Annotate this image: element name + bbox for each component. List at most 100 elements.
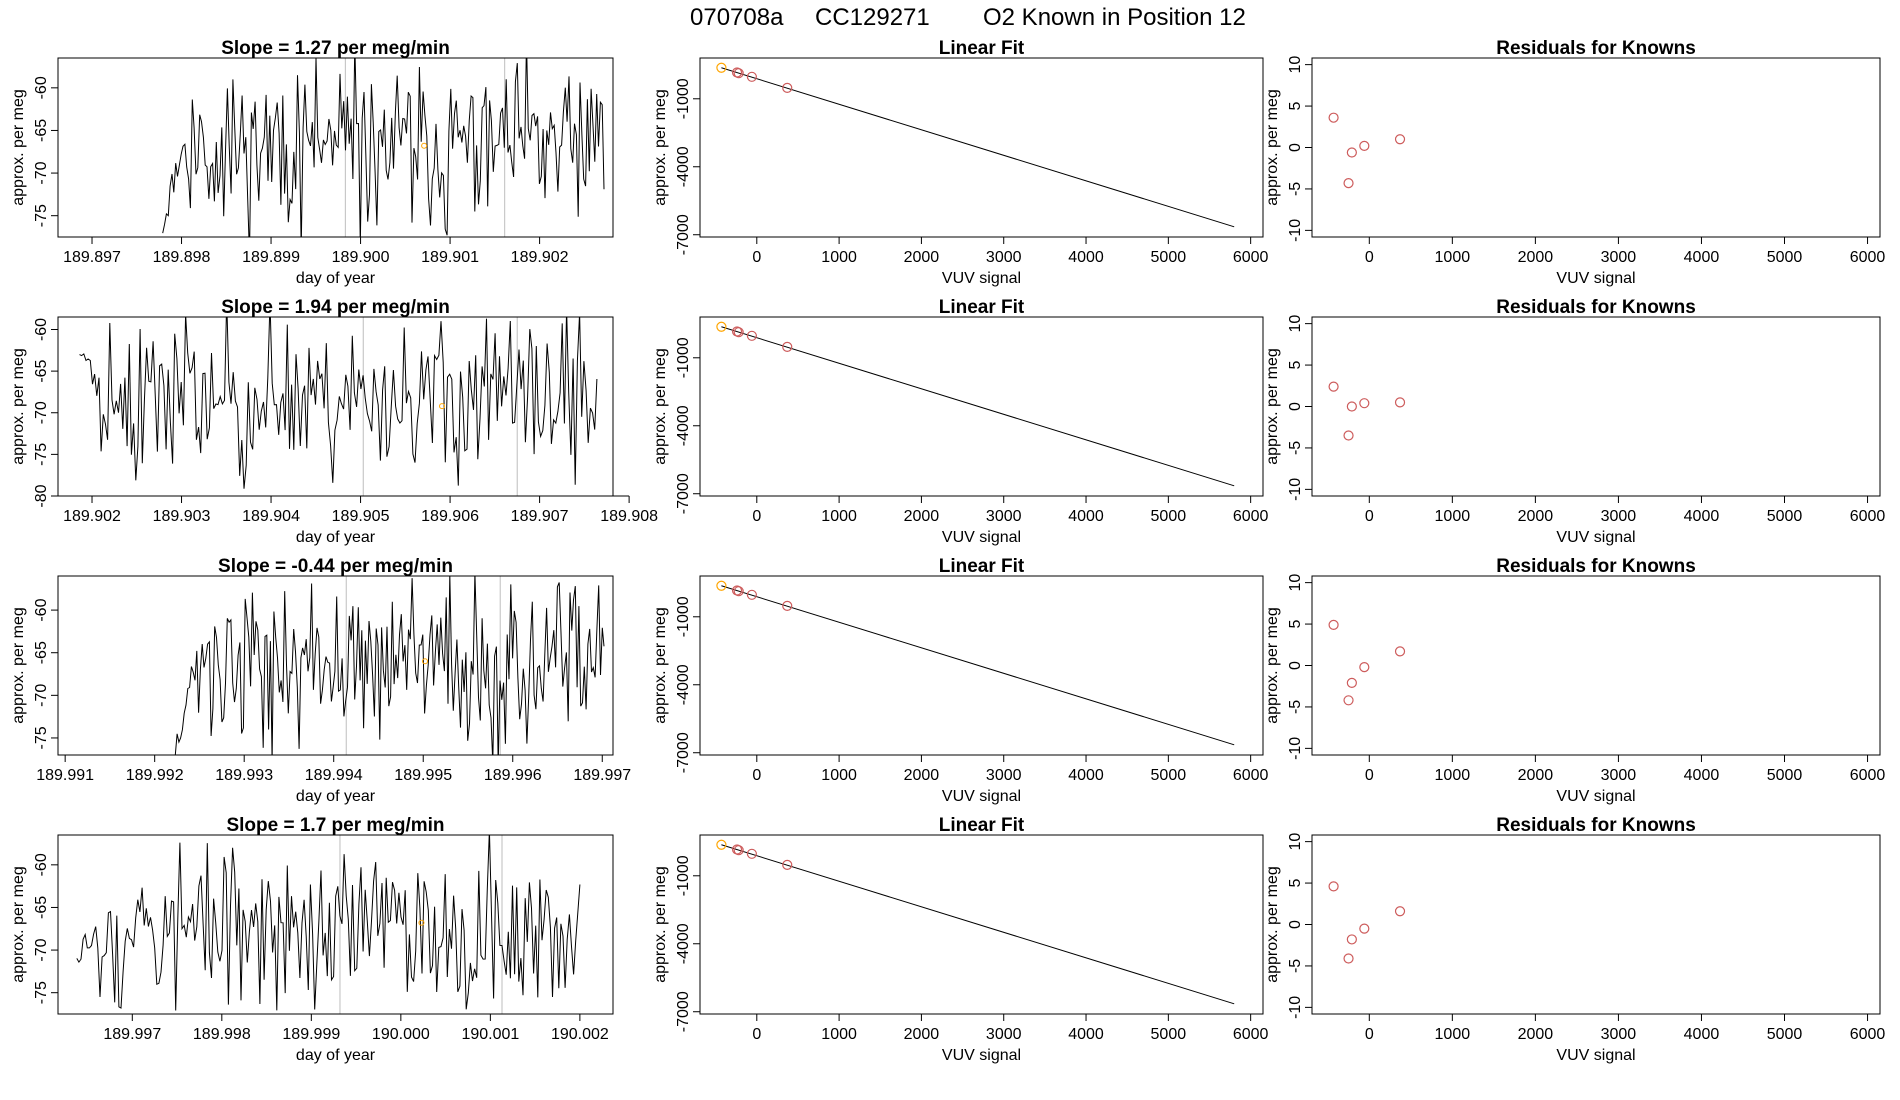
- x-tick-label: 0: [752, 1026, 761, 1043]
- y-tick-label: -65: [33, 119, 50, 142]
- fit-data-point: [746, 848, 757, 859]
- x-tick-label: 189.998: [193, 1026, 251, 1043]
- x-tick-label: 5000: [1767, 767, 1803, 784]
- residual-point: [1394, 397, 1406, 408]
- x-tick-label: 189.901: [421, 249, 479, 266]
- y-tick-label: -75: [33, 204, 50, 227]
- y-tick-label: -75: [33, 981, 50, 1004]
- x-tick-label: 3000: [1601, 1026, 1637, 1043]
- y-axis-label: approx. per meg: [1264, 866, 1281, 983]
- panel-title: Residuals for Knowns: [1496, 815, 1696, 836]
- x-tick-label: 189.992: [126, 767, 184, 784]
- chart-panel-time-series: Slope = -0.44 per meg/min 189.991 189.992 1…: [10, 556, 631, 805]
- plot-area: [1328, 112, 1406, 189]
- x-tick-label: 2000: [1518, 767, 1554, 784]
- y-tick-label: 0: [1287, 920, 1304, 929]
- x-tick-label: 0: [1365, 508, 1374, 525]
- y-tick-label: 5: [1287, 879, 1304, 888]
- panel-title: Slope = 1.7 per meg/min: [226, 815, 444, 836]
- panel-title: Linear Fit: [939, 556, 1025, 577]
- plot-area: [174, 576, 605, 755]
- residual-point: [1394, 906, 1406, 917]
- y-tick-label: 0: [1287, 402, 1304, 411]
- plot-area: [76, 835, 581, 1014]
- y-tick-label: 0: [1287, 661, 1304, 670]
- y-tick-label: -75: [33, 443, 50, 466]
- y-tick-label: -65: [33, 359, 50, 382]
- y-tick-label: -4000: [675, 923, 692, 964]
- x-tick-label: 189.991: [36, 767, 94, 784]
- plot-frame: [699, 834, 1264, 1015]
- chart-panel-linear-fit: Linear Fit 0 1000 2000 3000 4000 5000 6000 -7000…: [652, 815, 1269, 1064]
- residual-point: [1394, 646, 1406, 657]
- y-tick-label: -75: [33, 726, 50, 749]
- plot-area: [716, 62, 1235, 228]
- x-tick-label: 2000: [904, 249, 940, 266]
- y-tick-label: 5: [1287, 361, 1304, 370]
- plot-frame: [57, 834, 614, 1015]
- x-tick-label: 189.904: [242, 508, 300, 525]
- signal-trace: [162, 58, 605, 237]
- fit-data-point: [733, 327, 744, 338]
- x-tick-label: 6000: [1233, 767, 1269, 784]
- y-tick-label: -5: [1287, 441, 1304, 455]
- x-tick-label: 189.900: [332, 249, 390, 266]
- fit-data-point: [733, 68, 744, 79]
- y-tick-label: -1000: [675, 337, 692, 378]
- x-axis-label: VUV signal: [942, 529, 1021, 546]
- x-tick-label: 2000: [1518, 1026, 1554, 1043]
- x-tick-label: 189.994: [305, 767, 363, 784]
- x-tick-label: 189.897: [63, 249, 121, 266]
- y-tick-label: -7000: [675, 473, 692, 514]
- signal-trace: [174, 576, 605, 755]
- x-tick-label: 4000: [1068, 508, 1104, 525]
- x-tick-label: 5000: [1767, 249, 1803, 266]
- x-tick-label: 189.999: [282, 1026, 340, 1043]
- x-axis-label: VUV signal: [942, 270, 1021, 287]
- plot-frame: [1311, 834, 1881, 1015]
- fit-data-point: [782, 82, 793, 94]
- x-tick-label: 1000: [821, 249, 857, 266]
- x-axis-label: day of year: [296, 529, 376, 546]
- y-tick-label: 10: [1287, 56, 1304, 74]
- x-axis-label: day of year: [296, 1047, 376, 1064]
- y-axis-label: approx. per meg: [652, 607, 669, 724]
- x-tick-label: 0: [752, 508, 761, 525]
- x-tick-label: 189.997: [103, 1026, 161, 1043]
- chart-panel-time-series: Slope = 1.7 per meg/min 189.997 189.998 189…: [10, 815, 614, 1064]
- x-axis-label: VUV signal: [942, 788, 1021, 805]
- x-tick-label: 3000: [986, 1026, 1022, 1043]
- y-axis-label: approx. per meg: [1264, 607, 1281, 724]
- fit-line: [721, 326, 1235, 487]
- y-tick-label: -1000: [675, 78, 692, 119]
- y-tick-label: -10: [1287, 737, 1304, 760]
- figure-title-run: 070708a: [690, 4, 784, 31]
- panel-title: Residuals for Knowns: [1496, 38, 1696, 59]
- plot-frame: [699, 316, 1264, 497]
- fit-data-point: [746, 330, 757, 341]
- y-tick-label: -1000: [675, 596, 692, 637]
- residual-point: [1346, 401, 1357, 412]
- panel-title: Slope = 1.27 per meg/min: [221, 38, 450, 59]
- residual-point: [1346, 147, 1357, 158]
- residual-point: [1343, 430, 1354, 441]
- residual-point: [1346, 677, 1357, 689]
- x-tick-label: 4000: [1068, 767, 1104, 784]
- x-tick-label: 6000: [1233, 1026, 1269, 1043]
- y-tick-label: -7000: [675, 991, 692, 1032]
- x-tick-label: 189.997: [573, 767, 631, 784]
- x-tick-label: 189.993: [215, 767, 273, 784]
- y-axis-label: approx. per meg: [652, 348, 669, 465]
- y-tick-label: -70: [33, 684, 50, 707]
- x-tick-label: 190.000: [372, 1026, 430, 1043]
- panel-title: Slope = 1.94 per meg/min: [221, 297, 450, 318]
- panel-title: Linear Fit: [939, 38, 1025, 59]
- panel-title: Residuals for Knowns: [1496, 297, 1696, 318]
- figure-title-tank: CC129271: [815, 4, 930, 31]
- x-tick-label: 1000: [1435, 767, 1471, 784]
- chart-panel-residuals: Residuals for Knowns 0 1000 2000 3000 4000 500…: [1264, 38, 1885, 287]
- x-tick-label: 189.905: [332, 508, 390, 525]
- fit-line: [721, 844, 1235, 1005]
- known-marker: [421, 142, 428, 149]
- x-tick-label: 189.902: [63, 508, 121, 525]
